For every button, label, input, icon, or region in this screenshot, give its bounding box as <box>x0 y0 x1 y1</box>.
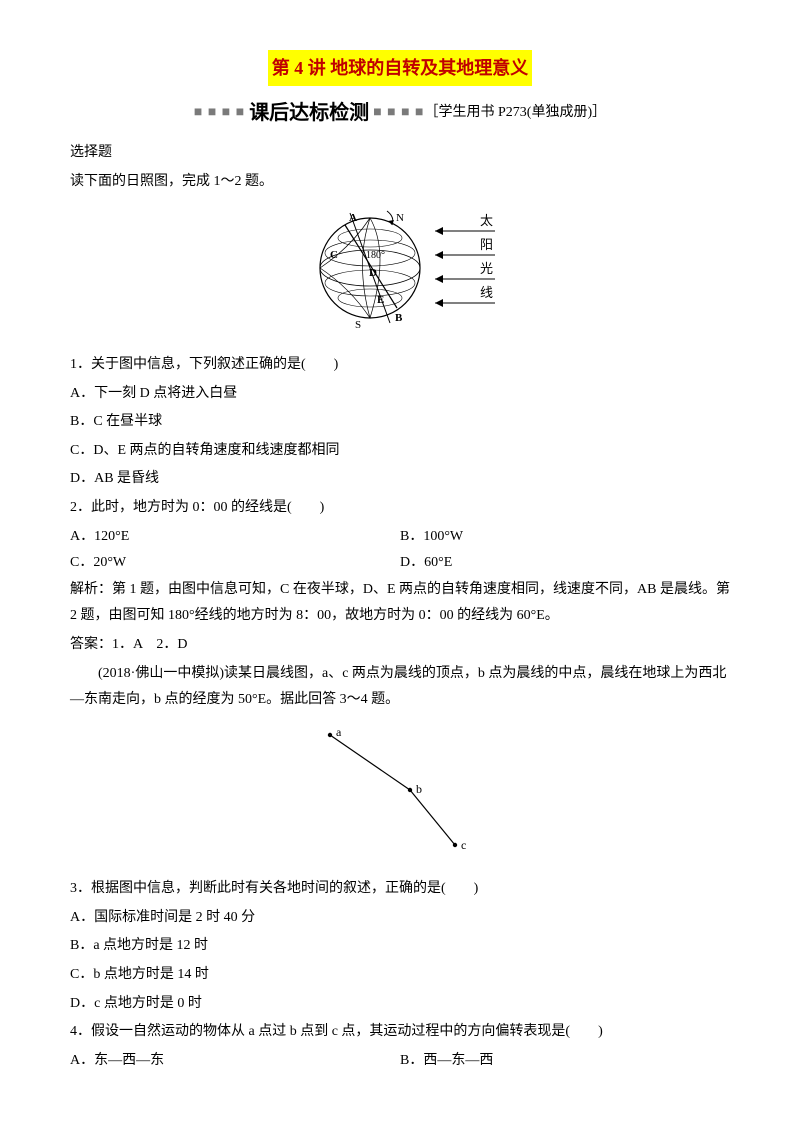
q2-stem: 2．此时，地方时为 0：00 的经线是( ) <box>70 495 730 522</box>
svg-text:D: D <box>369 267 377 279</box>
subtitle-row: ■ ■ ■ ■ 课后达标检测 ■ ■ ■ ■ ［学生用书 P273(单独成册)］ <box>70 94 730 132</box>
q2-optC: C．20°W <box>70 550 400 577</box>
q3-optD: D．c 点地方时是 0 时 <box>70 991 730 1018</box>
q1-stem: 1．关于图中信息，下列叙述正确的是( ) <box>70 352 730 379</box>
q3-stem: 3．根据图中信息，判断此时有关各地时间的叙述，正确的是( ) <box>70 876 730 903</box>
svg-text:阳: 阳 <box>480 237 493 252</box>
lesson-title-row: 第 4 讲 地球的自转及其地理意义 <box>70 50 730 86</box>
svg-text:N: N <box>396 212 404 224</box>
q1-optA: A．下一刻 D 点将进入白昼 <box>70 381 730 408</box>
analysis-1: 解析：第 1 题，由图中信息可知，C 在夜半球，D、E 两点的自转角速度相同，线… <box>70 577 730 630</box>
instruction-1: 读下面的日照图，完成 1～2 题。 <box>70 169 730 196</box>
q3-optA: A．国际标准时间是 2 时 40 分 <box>70 905 730 932</box>
svg-text:S: S <box>355 319 361 331</box>
svg-text:c: c <box>461 838 466 852</box>
svg-text:线: 线 <box>480 285 493 300</box>
svg-text:b: b <box>416 782 422 796</box>
page-reference: ［学生用书 P273(单独成册)］ <box>425 100 607 127</box>
q4-optA: A．东—西—东 <box>70 1048 400 1075</box>
q1-optD: D．AB 是昏线 <box>70 466 730 493</box>
q4-optB: B．西—东—西 <box>400 1048 730 1075</box>
lesson-title: 第 4 讲 地球的自转及其地理意义 <box>268 50 533 86</box>
q34-intro: (2018·佛山一中模拟)读某日晨线图，a、c 两点为晨线的顶点，b 点为晨线的… <box>70 661 730 714</box>
q2-optA: A．120°E <box>70 524 400 551</box>
svg-text:A: A <box>349 212 357 224</box>
line-diagram: a b c <box>70 720 730 871</box>
q1-optB: B．C 在昼半球 <box>70 409 730 436</box>
globe-diagram: A N C D 180° E S B 太 阳 光 线 <box>70 203 730 344</box>
svg-text:B: B <box>395 312 403 324</box>
svg-text:C: C <box>330 249 338 261</box>
subtitle-text: 课后达标检测 <box>249 94 369 132</box>
q4-row1: A．东—西—东 B．西—东—西 <box>70 1048 730 1075</box>
q2-row2: C．20°W D．60°E <box>70 550 730 577</box>
svg-text:光: 光 <box>480 261 493 276</box>
answer-1: 答案：1．A 2．D <box>70 632 730 659</box>
q1-optC: C．D、E 两点的自转角速度和线速度都相同 <box>70 438 730 465</box>
svg-text:太: 太 <box>480 213 493 228</box>
q3-optB: B．a 点地方时是 12 时 <box>70 933 730 960</box>
q2-optD: D．60°E <box>400 550 730 577</box>
squares-right: ■ ■ ■ ■ <box>373 100 424 127</box>
q4-stem: 4．假设一自然运动的物体从 a 点过 b 点到 c 点，其运动过程中的方向偏转表… <box>70 1019 730 1046</box>
svg-text:E: E <box>377 294 384 306</box>
svg-text:a: a <box>336 725 342 739</box>
section-label: 选择题 <box>70 140 730 167</box>
q3-optC: C．b 点地方时是 14 时 <box>70 962 730 989</box>
q2-row1: A．120°E B．100°W <box>70 524 730 551</box>
q2-optB: B．100°W <box>400 524 730 551</box>
svg-text:180°: 180° <box>366 250 385 261</box>
squares-left: ■ ■ ■ ■ <box>194 100 245 127</box>
